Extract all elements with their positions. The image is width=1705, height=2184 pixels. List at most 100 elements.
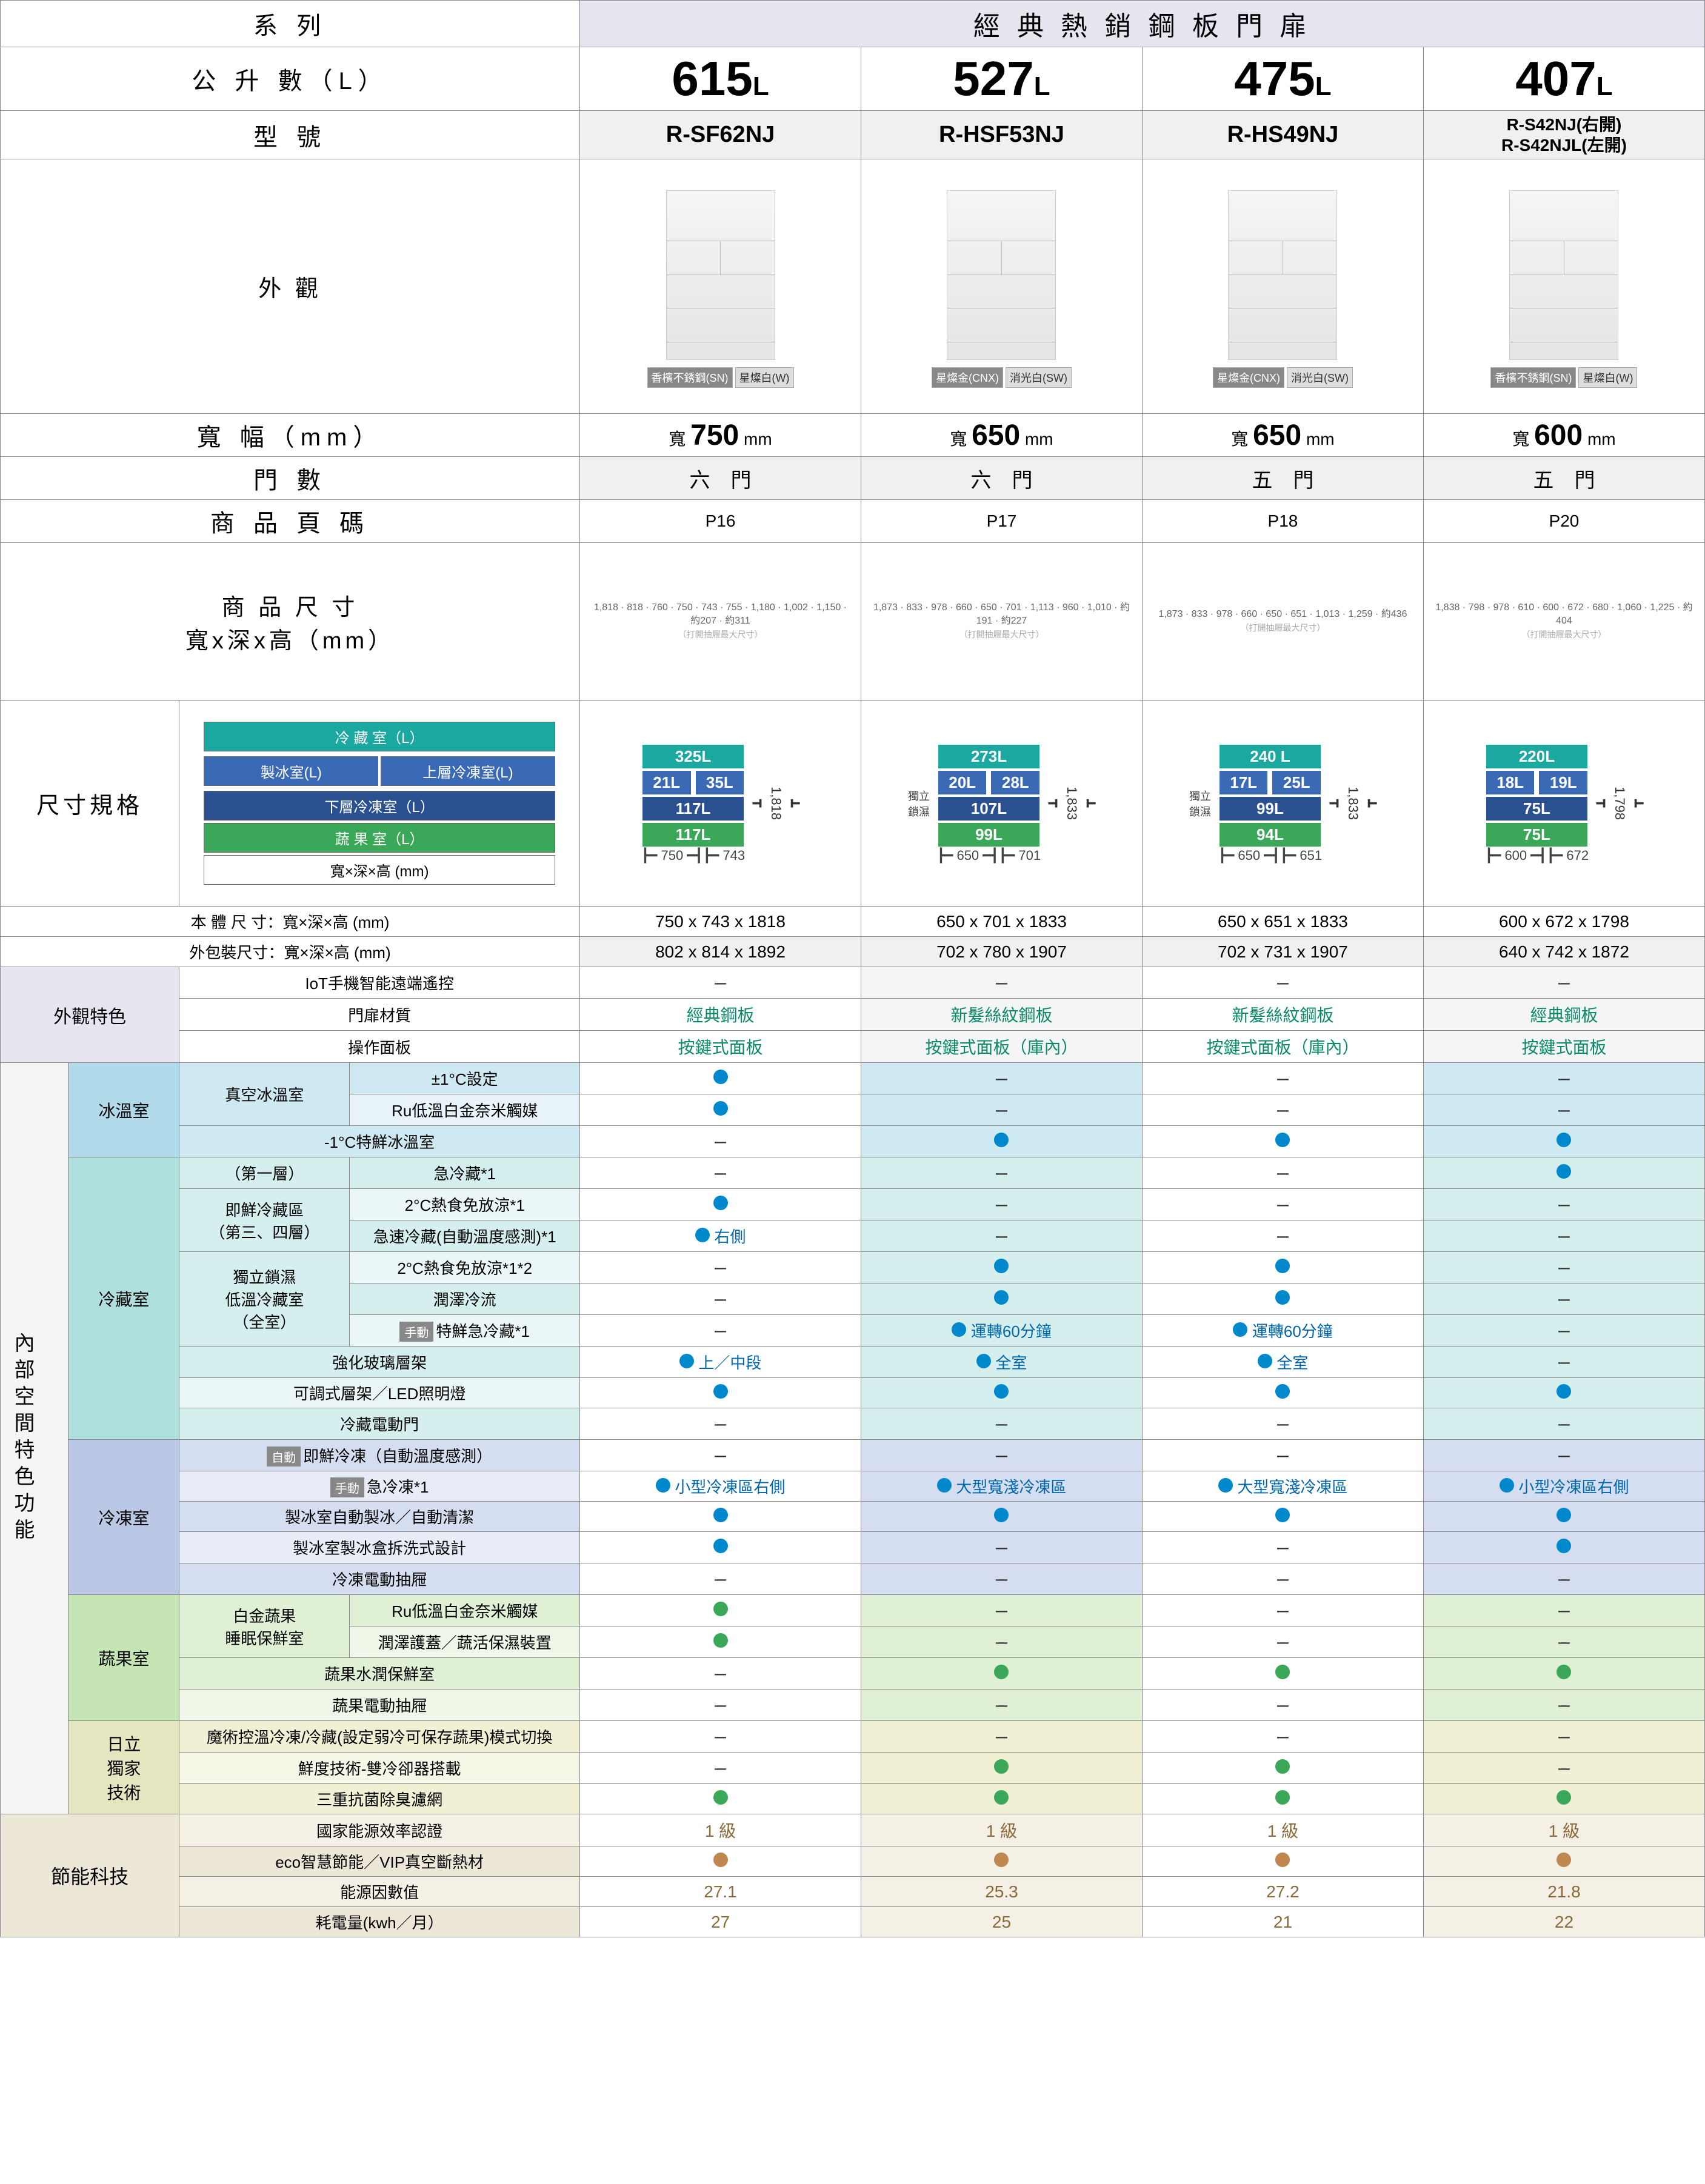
- feature-row-label: 急速冷藏(自動溫度感測)*1: [373, 1228, 556, 1246]
- feature-row-label: 三重抗菌除臭濾網: [316, 1791, 442, 1809]
- body-size-value: 750 x 743 x 1818: [655, 912, 786, 931]
- feature-sublabel: 獨立鎖濕低溫冷藏室（全室）: [225, 1268, 304, 1331]
- spec-refrig: 220L: [1486, 745, 1587, 768]
- spec-ice: 21L: [642, 771, 691, 794]
- eco-value: 1 級: [986, 1822, 1017, 1840]
- feature-row-label: 2°C熱食免放涼*1: [405, 1196, 525, 1214]
- feature-dot: [994, 1853, 1009, 1867]
- dash: –: [715, 1725, 726, 1748]
- dash: –: [996, 1536, 1007, 1559]
- header-model: 型 號: [253, 124, 327, 151]
- spec-height: ┳1,818┻: [752, 787, 799, 820]
- spec-height: ┳1,833┻: [1048, 787, 1095, 820]
- dash: –: [715, 1161, 726, 1184]
- dash: –: [996, 1161, 1007, 1184]
- dash: –: [996, 1224, 1007, 1247]
- feature-dot: [713, 1384, 728, 1399]
- feature-row-label: 潤澤冷流: [433, 1291, 496, 1309]
- liters-value: 615: [672, 52, 752, 105]
- feature-row-label: Ru低溫白金奈米觸媒: [392, 1102, 538, 1120]
- feature-dot: [1275, 1853, 1290, 1867]
- feature-dot: [679, 1354, 694, 1368]
- header-page: 商 品 頁 碼: [210, 510, 370, 537]
- cell-text: 新髮絲紋鋼板: [1232, 1006, 1333, 1025]
- feature-dot: [1275, 1133, 1290, 1147]
- feature-dot: [1557, 1164, 1571, 1179]
- eco-section-name: 節能科技: [51, 1866, 128, 1888]
- feature-dot: [1557, 1790, 1571, 1805]
- spec-width-arrow: ┣━ 750 ━┫┣━ 743: [641, 848, 745, 864]
- feature-dot: [994, 1759, 1009, 1774]
- spec-refrig: 240 L: [1220, 745, 1321, 768]
- feature-dot: [937, 1478, 952, 1493]
- cell-text: 大型寬淺冷凍區: [956, 1478, 1066, 1496]
- color-swatch: 星燦白(W): [1578, 367, 1637, 388]
- dash: –: [715, 1319, 726, 1342]
- eco-value: 27.1: [704, 1882, 737, 1901]
- dash: –: [1277, 1725, 1289, 1748]
- feature-row-label: 急冷凍*1: [367, 1478, 429, 1496]
- eco-row-label: 能源因數值: [340, 1883, 419, 1902]
- page-value: P17: [987, 511, 1017, 530]
- width-unit: mm: [1583, 430, 1615, 448]
- dash: –: [996, 1412, 1007, 1435]
- dimension-diagram: 1,838 · 798 · 978 · 610 · 600 · 672 · 68…: [1429, 596, 1700, 647]
- width-value: 650: [972, 419, 1020, 451]
- feature-row-label: -1°C特鮮冰溫室: [324, 1133, 435, 1151]
- legend-wdh: 寬×深×高 (mm): [204, 855, 555, 885]
- dash: –: [1558, 1067, 1570, 1090]
- feature-dot: [1275, 1290, 1290, 1305]
- dash: –: [1277, 1630, 1289, 1653]
- dash: –: [996, 1630, 1007, 1653]
- dash: –: [996, 1599, 1007, 1622]
- feature-dot: [1275, 1508, 1290, 1522]
- dash: –: [1277, 1224, 1289, 1247]
- width-label: 寬: [1512, 430, 1534, 448]
- eco-value: 27: [711, 1913, 730, 1931]
- model-number: R-HSF53NJ: [939, 122, 1064, 147]
- color-swatch: 星燦金(CNX): [932, 367, 1003, 388]
- cell-text: 按鍵式面板（庫內）: [1206, 1038, 1359, 1057]
- color-swatch: 星燦白(W): [735, 367, 794, 388]
- doors-value: 五 門: [1533, 469, 1595, 492]
- feature-dot: [994, 1133, 1009, 1147]
- header-series: 系 列: [253, 13, 327, 39]
- spec-lf: 99L: [1220, 797, 1321, 821]
- feature-dot: [1557, 1853, 1571, 1867]
- header-appearance: 外 觀: [258, 276, 322, 302]
- header-liters: 公 升 數（L）: [192, 68, 388, 95]
- spec-height: ┳1,833┻: [1329, 787, 1376, 820]
- spec-ice: 20L: [938, 771, 987, 794]
- color-swatch: 消光白(SW): [1287, 367, 1353, 388]
- spec-badge: 獨立 鎖濕: [908, 788, 930, 819]
- dash: –: [1558, 1630, 1570, 1653]
- header-series-name: 經 典 熱 銷 鋼 板 門 扉: [973, 12, 1312, 41]
- eco-row-label: eco智慧節能／VIP真空斷熱材: [275, 1853, 484, 1871]
- page-value: P16: [706, 511, 736, 530]
- feature-dot: [1500, 1478, 1514, 1493]
- feature-group-name: 冷凍室: [98, 1509, 149, 1528]
- cell-text: 經典鋼板: [1530, 1006, 1598, 1025]
- label-badge: 手動: [330, 1477, 364, 1497]
- legend-upper-freeze: 上層冷凍室(L): [381, 756, 555, 786]
- model-number: R-S42NJ(右開)R-S42NJL(左開): [1501, 115, 1627, 155]
- spec-uf: 19L: [1539, 771, 1587, 794]
- feature-dot: [952, 1322, 966, 1337]
- dash: –: [996, 1067, 1007, 1090]
- feature-row-label: 冷凍電動抽屜: [332, 1571, 427, 1589]
- cell-text: 右側: [714, 1228, 746, 1246]
- doors-value: 五 門: [1252, 469, 1313, 492]
- dash: –: [996, 1443, 1007, 1467]
- feature-row-label: 鮮度技術-雙冷卻器搭載: [298, 1760, 461, 1778]
- dash: –: [715, 1662, 726, 1685]
- dash: –: [1558, 1443, 1570, 1467]
- liters-value: 475: [1234, 52, 1315, 105]
- legend-veg: 蔬 果 室（L）: [204, 823, 555, 853]
- header-doors: 門 數: [253, 467, 327, 494]
- pkg-size-value: 702 x 780 x 1907: [936, 942, 1067, 961]
- width-label: 寬: [1231, 430, 1253, 448]
- label-badge: 自動: [267, 1447, 301, 1467]
- dash: –: [1277, 1693, 1289, 1716]
- width-unit: mm: [1020, 430, 1053, 448]
- width-unit: mm: [739, 430, 772, 448]
